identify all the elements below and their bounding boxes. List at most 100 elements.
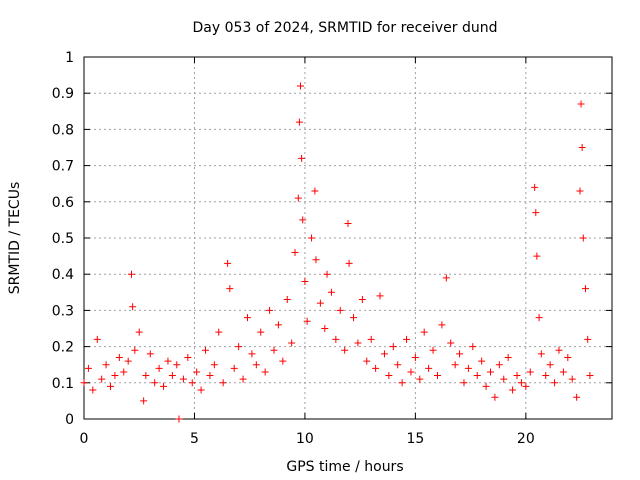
data-point <box>206 372 214 380</box>
data-point <box>380 350 388 358</box>
data-point <box>416 375 424 383</box>
data-point <box>230 364 238 372</box>
data-point <box>581 285 589 293</box>
data-point <box>363 357 371 365</box>
y-tick-label: 0.2 <box>52 340 74 356</box>
data-point <box>252 361 260 369</box>
data-point <box>84 364 92 372</box>
data-point <box>504 353 512 361</box>
data-point <box>197 386 205 394</box>
data-point <box>327 288 335 296</box>
data-point <box>420 328 428 336</box>
data-point <box>120 368 128 376</box>
data-point <box>577 100 585 108</box>
data-point <box>299 216 307 224</box>
data-point <box>564 353 572 361</box>
y-tick-label: 1 <box>65 50 74 66</box>
y-axis-label: SRMTID / TECUs <box>7 182 23 295</box>
data-point <box>188 379 196 387</box>
data-point <box>257 328 265 336</box>
grid <box>84 57 612 419</box>
data-point <box>93 335 101 343</box>
data-point <box>491 393 499 401</box>
data-point <box>270 346 278 354</box>
data-point <box>389 343 397 351</box>
axis-ticks: 00.10.20.30.40.50.60.70.80.910 5 10 15 20 <box>52 50 612 447</box>
data-point <box>473 372 481 380</box>
data-point <box>151 379 159 387</box>
data-point <box>283 296 291 304</box>
data-point <box>354 339 362 347</box>
data-point <box>411 353 419 361</box>
data-point <box>312 256 320 264</box>
data-point <box>500 375 508 383</box>
data-point <box>215 328 223 336</box>
data-point <box>321 325 329 332</box>
y-tick-label: 0.1 <box>52 376 74 392</box>
y-tick-label: 0.3 <box>52 303 74 319</box>
data-point <box>568 375 576 383</box>
data-point <box>517 379 525 387</box>
data-point <box>531 183 539 191</box>
x-tick-label: 10 <box>296 431 314 447</box>
data-point <box>202 346 210 354</box>
data-point <box>451 361 459 369</box>
data-point <box>367 335 375 343</box>
data-point <box>344 220 352 228</box>
data-point <box>210 361 218 369</box>
data-point <box>586 372 594 380</box>
y-tick-label: 0 <box>65 412 74 428</box>
data-point <box>98 375 106 383</box>
data-point <box>336 306 344 314</box>
data-point <box>533 252 541 260</box>
data-point <box>102 361 110 369</box>
data-point <box>407 368 415 376</box>
data-point <box>513 372 521 380</box>
data-point <box>279 357 287 365</box>
data-point <box>372 364 380 372</box>
data-point <box>316 299 324 307</box>
data-point <box>394 361 402 369</box>
data-point <box>140 397 148 405</box>
data-point <box>311 187 319 195</box>
data-point <box>243 314 251 322</box>
data-point <box>226 285 234 293</box>
data-point <box>175 415 183 423</box>
data-point <box>482 382 490 390</box>
data-point <box>433 372 441 380</box>
data-point <box>403 335 411 343</box>
data-point <box>173 361 181 369</box>
data-point <box>294 194 302 202</box>
data-point <box>509 386 517 394</box>
data-point <box>288 339 296 347</box>
data-point <box>555 346 563 354</box>
data-point <box>578 144 586 151</box>
chart-title: Day 053 of 2024, SRMTID for receiver dun… <box>193 20 498 36</box>
x-tick-label: 0 <box>80 431 89 447</box>
x-axis-label: GPS time / hours <box>286 459 403 475</box>
data-point <box>127 270 135 278</box>
data-point <box>239 375 247 383</box>
data-point <box>131 346 139 354</box>
data-point <box>135 328 143 336</box>
data-point <box>429 346 437 354</box>
data-point <box>332 335 340 343</box>
data-point <box>80 379 88 387</box>
data-point <box>193 368 201 376</box>
data-point <box>464 364 472 372</box>
data-point <box>146 350 154 358</box>
y-tick-label: 0.9 <box>52 86 74 102</box>
data-point <box>584 335 592 343</box>
data-point <box>303 317 311 325</box>
data-point <box>532 209 540 217</box>
data-point <box>291 248 299 256</box>
data-point <box>219 379 227 387</box>
x-tick-label: 5 <box>190 431 199 447</box>
data-point <box>542 372 550 380</box>
x-tick-label: 15 <box>406 431 424 447</box>
data-point <box>350 314 358 322</box>
data-point <box>385 372 393 380</box>
data-point <box>160 382 168 390</box>
